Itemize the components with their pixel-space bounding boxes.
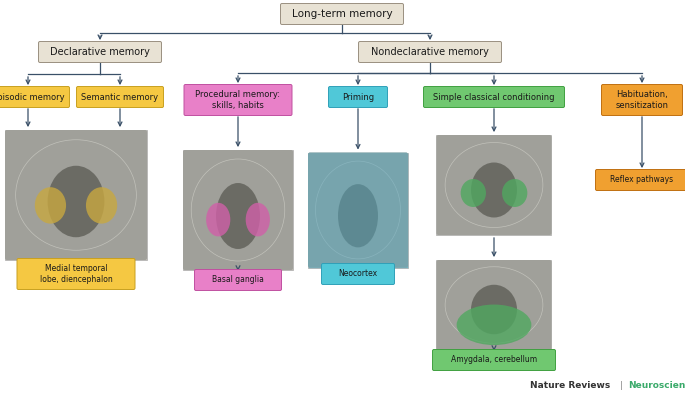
- Ellipse shape: [216, 183, 260, 249]
- FancyBboxPatch shape: [308, 152, 408, 267]
- Text: Amygdala, cerebellum: Amygdala, cerebellum: [451, 356, 537, 365]
- Ellipse shape: [502, 179, 527, 207]
- FancyBboxPatch shape: [5, 130, 147, 260]
- Ellipse shape: [206, 203, 230, 236]
- Ellipse shape: [457, 304, 532, 345]
- Text: Episodic memory: Episodic memory: [0, 93, 64, 101]
- FancyBboxPatch shape: [321, 263, 395, 284]
- FancyBboxPatch shape: [77, 87, 164, 107]
- Ellipse shape: [47, 166, 104, 237]
- Ellipse shape: [35, 187, 66, 223]
- FancyBboxPatch shape: [329, 87, 388, 107]
- FancyBboxPatch shape: [358, 41, 501, 63]
- Ellipse shape: [86, 187, 117, 223]
- FancyBboxPatch shape: [183, 150, 293, 270]
- FancyBboxPatch shape: [0, 87, 69, 107]
- Text: Declarative memory: Declarative memory: [50, 47, 150, 57]
- Text: Neocortex: Neocortex: [338, 269, 377, 279]
- Text: Habituation,
sensitization: Habituation, sensitization: [616, 90, 669, 110]
- Text: Nondeclarative memory: Nondeclarative memory: [371, 47, 489, 57]
- FancyBboxPatch shape: [601, 85, 682, 115]
- FancyBboxPatch shape: [308, 152, 408, 267]
- FancyBboxPatch shape: [436, 260, 551, 350]
- Text: Neuroscience: Neuroscience: [628, 381, 685, 390]
- Ellipse shape: [246, 203, 270, 236]
- Ellipse shape: [471, 162, 517, 217]
- FancyBboxPatch shape: [184, 85, 292, 115]
- Text: Basal ganglia: Basal ganglia: [212, 275, 264, 284]
- FancyBboxPatch shape: [436, 135, 551, 235]
- Ellipse shape: [338, 184, 378, 247]
- FancyBboxPatch shape: [432, 350, 556, 371]
- FancyBboxPatch shape: [423, 87, 564, 107]
- Text: Simple classical conditioning: Simple classical conditioning: [433, 93, 555, 101]
- FancyBboxPatch shape: [5, 130, 147, 260]
- Text: Medial temporal
lobe, diencephalon: Medial temporal lobe, diencephalon: [40, 264, 112, 284]
- FancyBboxPatch shape: [436, 135, 551, 235]
- Text: Nature Reviews: Nature Reviews: [530, 381, 610, 390]
- FancyBboxPatch shape: [595, 170, 685, 190]
- FancyBboxPatch shape: [308, 152, 408, 267]
- Ellipse shape: [471, 285, 517, 334]
- Ellipse shape: [460, 179, 486, 207]
- FancyBboxPatch shape: [195, 269, 282, 290]
- Text: Reflex pathways: Reflex pathways: [610, 176, 673, 184]
- FancyBboxPatch shape: [17, 259, 135, 290]
- Text: Procedural memory:
skills, habits: Procedural memory: skills, habits: [195, 90, 280, 110]
- Text: Semantic memory: Semantic memory: [82, 93, 158, 101]
- FancyBboxPatch shape: [436, 260, 551, 350]
- FancyBboxPatch shape: [280, 4, 403, 24]
- FancyBboxPatch shape: [183, 150, 293, 270]
- Text: Long-term memory: Long-term memory: [292, 9, 393, 19]
- FancyBboxPatch shape: [38, 41, 162, 63]
- Text: Priming: Priming: [342, 93, 374, 101]
- Text: |: |: [620, 381, 623, 390]
